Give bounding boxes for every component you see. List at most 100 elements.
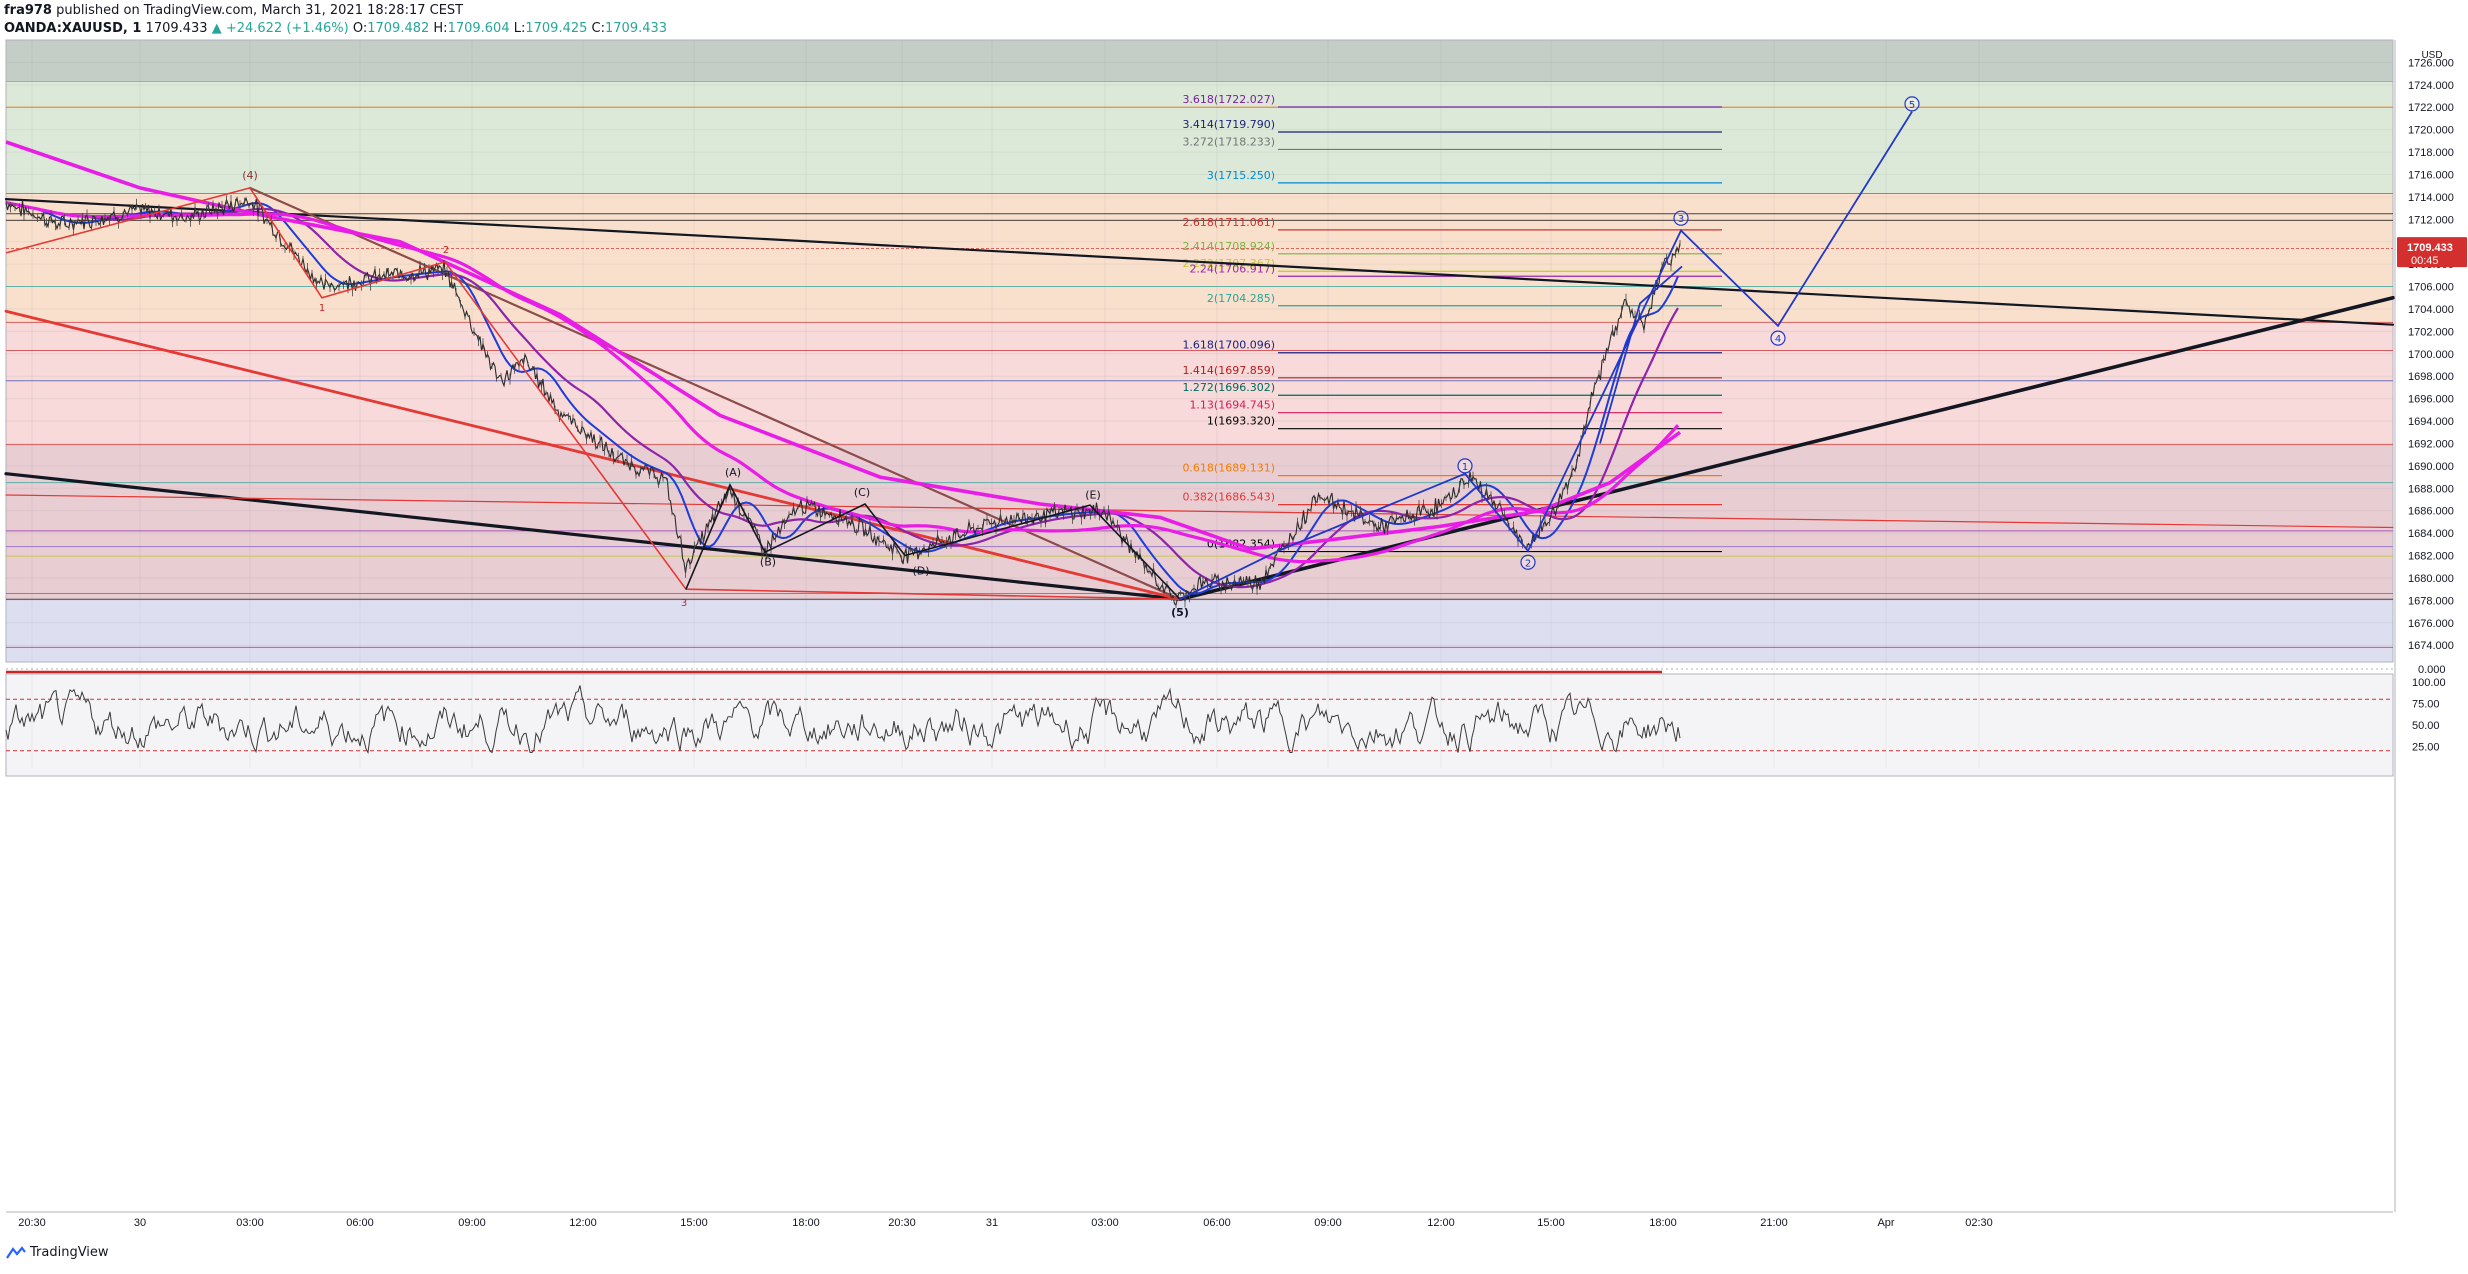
wave-circle-label-4: 4 bbox=[1775, 334, 1781, 345]
price-change: ▲ +24.622 (+1.46%) bbox=[211, 21, 349, 36]
fib-label-8: 2(1704.285) bbox=[1207, 292, 1275, 305]
wave-label-B: (B) bbox=[760, 556, 776, 569]
price-tick-12: 1702.000 bbox=[2408, 326, 2454, 338]
wave-label-4: (4) bbox=[242, 169, 258, 182]
wave-label-5: (5) bbox=[1171, 606, 1189, 619]
time-tick-2: 03:00 bbox=[236, 1217, 264, 1229]
price-tick-17: 1692.000 bbox=[2408, 438, 2454, 450]
current-price-label: 1709.433 bbox=[2407, 242, 2453, 254]
wave-circle-3 bbox=[1673, 210, 1689, 226]
last-price: 1709.433 bbox=[145, 21, 208, 36]
time-tick-15: 18:00 bbox=[1649, 1217, 1677, 1229]
fib-label-2: 3.272(1718.233) bbox=[1182, 135, 1275, 148]
current-price-tag bbox=[2397, 237, 2467, 268]
wave-label-small-2: 2 bbox=[443, 245, 449, 256]
time-tick-7: 18:00 bbox=[792, 1217, 820, 1229]
low-value: 1709.425 bbox=[525, 21, 588, 36]
oscillator-pane bbox=[5, 661, 2393, 755]
ohlc-line: OANDA:XAUUSD, 1 1709.433 ▲ +24.622 (+1.4… bbox=[4, 20, 667, 38]
osc-tick-2: 50.00 bbox=[2412, 720, 2440, 732]
wave-label-small-3: 3 bbox=[681, 598, 687, 609]
price-series bbox=[5, 194, 1681, 608]
time-tick-10: 03:00 bbox=[1091, 1217, 1119, 1229]
zone-2 bbox=[6, 193, 2393, 323]
price-tick-4: 1718.000 bbox=[2408, 147, 2454, 159]
tradingview-logo-icon bbox=[6, 1245, 26, 1259]
publish-line: fra978 published on TradingView.com, Mar… bbox=[4, 2, 667, 20]
close-value: 1709.433 bbox=[605, 21, 668, 36]
fib-label-13: 1(1693.320) bbox=[1207, 415, 1275, 428]
red-thin-line bbox=[5, 494, 2394, 529]
price-tick-24: 1678.000 bbox=[2408, 595, 2454, 607]
time-tick-5: 12:00 bbox=[569, 1217, 597, 1229]
time-tick-17: Apr bbox=[1877, 1217, 1894, 1229]
wave-circle-5 bbox=[1904, 96, 1920, 112]
osc-pane-bg bbox=[5, 673, 2394, 777]
time-tick-13: 12:00 bbox=[1427, 1217, 1455, 1229]
wave-circle-label-3: 3 bbox=[1678, 214, 1684, 225]
time-tick-8: 20:30 bbox=[888, 1217, 916, 1229]
zero-tick: 0.000 bbox=[2418, 664, 2446, 676]
countdown-label: 00:45 bbox=[2411, 255, 2439, 267]
oscillator-line bbox=[5, 685, 1681, 755]
price-tick-13: 1700.000 bbox=[2408, 349, 2454, 361]
wave-label-D: (D) bbox=[912, 565, 929, 578]
zone-3 bbox=[6, 322, 2393, 445]
fib-label-12: 1.13(1694.745) bbox=[1189, 399, 1275, 412]
wave-circle-label-2: 2 bbox=[1525, 558, 1531, 569]
time-tick-18: 02:30 bbox=[1965, 1217, 1993, 1229]
zone-0 bbox=[6, 40, 2393, 82]
time-tick-9: 31 bbox=[986, 1217, 998, 1229]
price-tick-5: 1716.000 bbox=[2408, 169, 2454, 181]
zone-5 bbox=[6, 599, 2393, 662]
time-tick-14: 15:00 bbox=[1537, 1217, 1565, 1229]
time-tick-12: 09:00 bbox=[1314, 1217, 1342, 1229]
publisher-name[interactable]: fra978 bbox=[4, 3, 52, 18]
fib-label-15: 0.382(1686.543) bbox=[1182, 491, 1275, 504]
fib-label-11: 1.272(1696.302) bbox=[1182, 381, 1275, 394]
wave-drawings: (4) 2 1 3 (A) (B) (C) (D) (E) (5) 1 2 3 4 5 bbox=[5, 96, 1920, 619]
wave-impulse-path bbox=[1179, 111, 1913, 601]
time-tick-4: 09:00 bbox=[458, 1217, 486, 1229]
wave-inner-path bbox=[1599, 265, 1683, 444]
price-tick-14: 1698.000 bbox=[2408, 371, 2454, 383]
high-label: H: bbox=[433, 21, 448, 36]
price-tick-22: 1682.000 bbox=[2408, 551, 2454, 563]
fib-label-10: 1.414(1697.859) bbox=[1182, 364, 1275, 377]
price-tick-19: 1688.000 bbox=[2408, 483, 2454, 495]
fib-label-1: 3.414(1719.790) bbox=[1182, 118, 1275, 131]
ma-long-magenta bbox=[5, 140, 1682, 551]
fib-label-14: 0.618(1689.131) bbox=[1182, 462, 1275, 475]
time-tick-11: 06:00 bbox=[1203, 1217, 1231, 1229]
wave-abcde-path bbox=[685, 483, 1181, 600]
fib-label-4: 2.618(1711.061) bbox=[1182, 216, 1275, 229]
brand-label[interactable]: TradingView bbox=[30, 1245, 109, 1260]
price-tick-25: 1676.000 bbox=[2408, 618, 2454, 630]
wave-circle-4 bbox=[1770, 330, 1786, 346]
wave-label-A: (A) bbox=[725, 466, 741, 479]
wave-circle-2 bbox=[1520, 554, 1536, 570]
price-tick-3: 1720.000 bbox=[2408, 125, 2454, 137]
currency-label: USD bbox=[2421, 50, 2442, 61]
osc-tick-3: 25.00 bbox=[2412, 742, 2440, 754]
open-value: 1709.482 bbox=[367, 21, 430, 36]
price-tick-26: 1674.000 bbox=[2408, 640, 2454, 652]
resistance-trendline bbox=[4, 198, 2395, 326]
symbol-label[interactable]: OANDA:XAUUSD, 1 bbox=[4, 21, 142, 36]
wave-label-E: (E) bbox=[1085, 488, 1101, 501]
time-tick-3: 06:00 bbox=[346, 1217, 374, 1229]
price-tick-23: 1680.000 bbox=[2408, 573, 2454, 585]
chart-canvas[interactable]: 3.618(1722.027) 3.414(1719.790) 3.272(1718… bbox=[0, 0, 2468, 1240]
fib-label-0: 3.618(1722.027) bbox=[1182, 93, 1275, 106]
background-zones bbox=[5, 39, 2394, 777]
price-tick-16: 1694.000 bbox=[2408, 416, 2454, 428]
support-trendline bbox=[1178, 295, 2395, 602]
time-tick-6: 15:00 bbox=[680, 1217, 708, 1229]
wave-red-path bbox=[5, 186, 1181, 600]
red-channel-line bbox=[4, 309, 1182, 601]
fib-label-5: 2.414(1708.924) bbox=[1182, 240, 1275, 253]
price-tick-11: 1704.000 bbox=[2408, 304, 2454, 316]
price-axis-bg bbox=[2395, 0, 2468, 1240]
time-tick-1: 30 bbox=[134, 1217, 146, 1229]
